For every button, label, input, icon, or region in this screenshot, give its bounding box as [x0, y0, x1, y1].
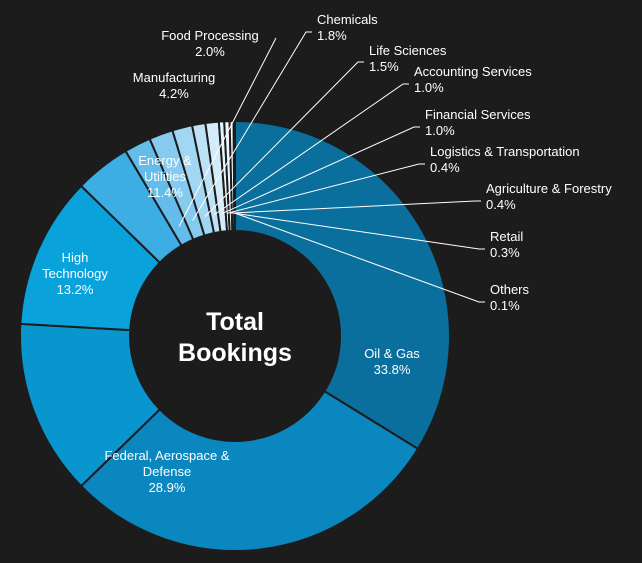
leader-line-others	[234, 212, 485, 303]
leader-line-logistics-transportation	[227, 163, 425, 214]
slice-name-label: Utilities	[144, 169, 186, 184]
slice-value-label: 1.5%	[369, 59, 399, 74]
slice-name-label: High	[62, 250, 89, 265]
slice-name-label: Accounting Services	[414, 64, 532, 79]
slice-others	[232, 119, 236, 233]
leader-line-life-sciences	[204, 61, 364, 218]
slice-value-label: 1.8%	[317, 28, 347, 43]
leader-line-food-processing	[178, 37, 277, 227]
slice-oil-gas	[234, 119, 451, 451]
slice-name-label: Retail	[490, 229, 523, 244]
slice-name-label: Energy &	[138, 153, 192, 168]
leader-line-accounting-services	[213, 83, 409, 216]
slice-name-label: Food Processing	[161, 28, 259, 43]
slice-federal-aerospace-defense	[79, 389, 420, 552]
leader-line-financial-services	[221, 126, 420, 215]
center-title-line: Bookings	[178, 339, 292, 367]
slice-value-label: 2.0%	[195, 44, 225, 59]
slice-value-label: 13.2%	[57, 282, 94, 297]
donut-hole	[131, 232, 339, 440]
slice-value-label: 0.4%	[486, 197, 516, 212]
slice-name-label: Technology	[42, 266, 108, 281]
leader-line-agriculture-forestry	[230, 200, 481, 214]
slice-name-label: Federal, Aerospace &	[104, 448, 229, 463]
slices-group	[19, 119, 451, 552]
slice-value-label: 4.2%	[159, 86, 189, 101]
slice-name-label: Others	[490, 282, 530, 297]
slice-value-label: 0.3%	[490, 245, 520, 260]
center-title-line: Total	[206, 308, 264, 336]
leader-line-retail	[232, 212, 485, 250]
slice-value-label: 33.8%	[374, 362, 411, 377]
slice-name-label: Chemicals	[317, 12, 378, 27]
slice-name-label: Life Sciences	[369, 43, 447, 58]
slice-value-label: 0.1%	[490, 298, 520, 313]
slice-name-label: Manufacturing	[133, 70, 215, 85]
slice-value-label: 1.0%	[425, 123, 455, 138]
leader-line-chemicals	[192, 31, 312, 221]
slice-value-label: 28.9%	[149, 480, 186, 495]
slice-name-label: Oil & Gas	[364, 346, 420, 361]
slice-value-label: 1.0%	[414, 80, 444, 95]
slice-name-label: Financial Services	[425, 107, 531, 122]
slice-value-label: 0.4%	[430, 160, 460, 175]
slice-name-label: Defense	[143, 464, 191, 479]
slice-name-label: Agriculture & Forestry	[486, 181, 612, 196]
slice-value-label: 11.4%	[147, 185, 183, 200]
slice-name-label: Logistics & Transportation	[430, 144, 580, 159]
